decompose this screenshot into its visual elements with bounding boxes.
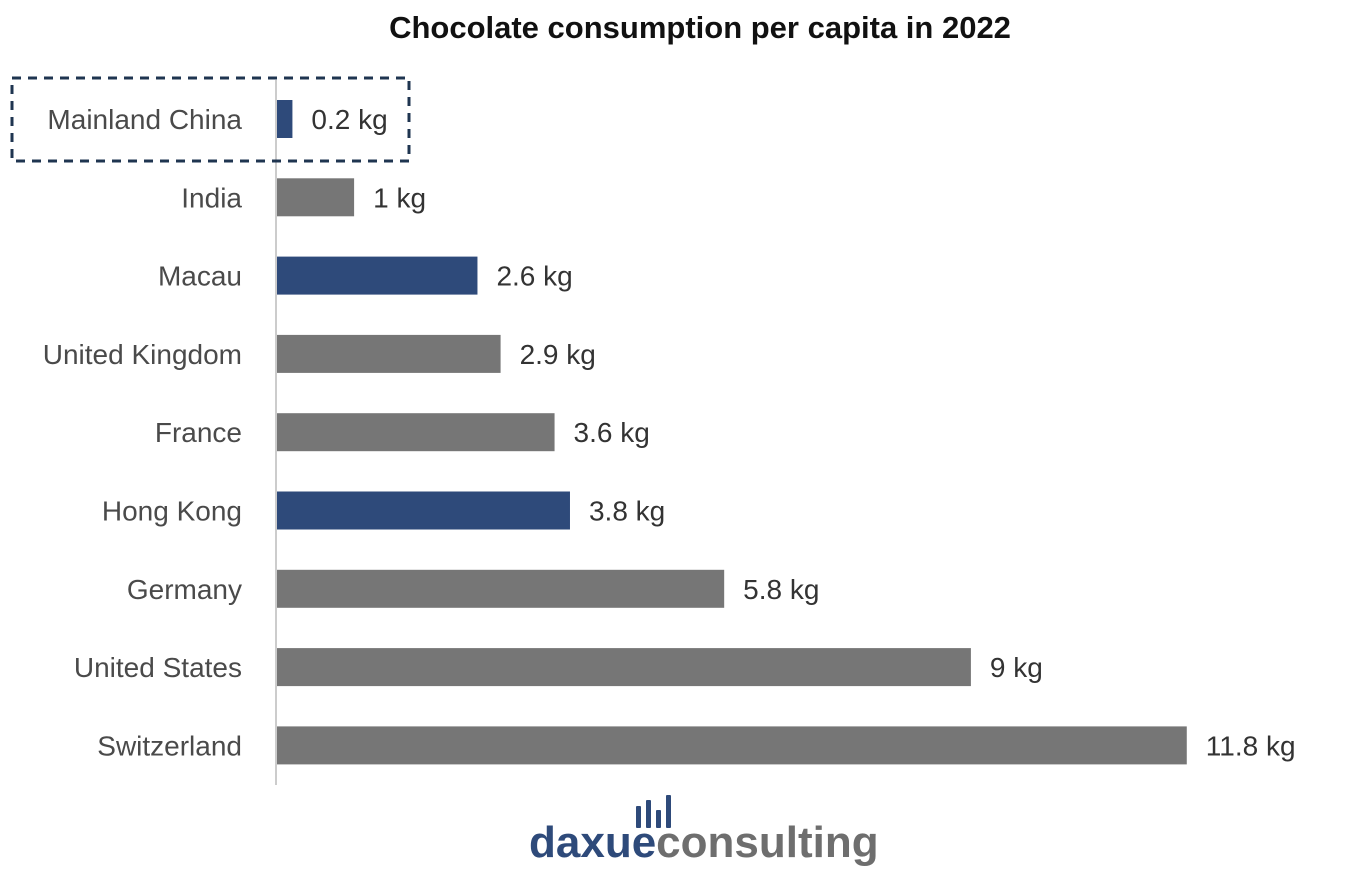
bar-switzerland [277,726,1187,765]
value-label: 3.8 kg [589,496,665,527]
bar-mainland-china [277,100,293,138]
category-label: France [155,417,242,448]
bar-india [277,178,355,217]
value-label: 5.8 kg [743,574,819,605]
highlight-box [10,76,411,163]
category-label: Macau [158,261,242,292]
category-label: Germany [127,574,242,605]
value-label: 3.6 kg [574,417,650,448]
bar-united-states [277,648,971,687]
logo: daxueconsulting [529,795,879,867]
value-label: 2.9 kg [520,339,596,370]
bar-germany [277,569,725,608]
category-label: Hong Kong [102,496,242,527]
bar-hong-kong [277,491,570,530]
logo-consulting: consulting [656,818,878,867]
category-label: India [181,182,242,213]
value-label: 0.2 kg [311,104,387,135]
bar-france [277,413,555,452]
value-label: 9 kg [990,652,1043,683]
value-label: 1 kg [373,182,426,213]
value-label: 11.8 kg [1206,730,1296,761]
bars-group [277,100,1187,765]
category-label: United Kingdom [43,339,242,370]
value-labels-group: 0.2 kg 1 kg 2.6 kg 2.9 kg 3.6 kg 3.8 kg 5.8 kg… [311,104,1295,761]
value-label: 2.6 kg [496,261,572,292]
category-label: Mainland China [47,104,242,135]
svg-text:daxueconsulting: daxueconsulting [529,818,879,867]
chart-title: Chocolate consumption per capita in 2022 [389,10,1011,45]
category-label: Switzerland [97,730,242,761]
bar-united-kingdom [277,334,501,373]
category-labels-group: Mainland China India Macau United Kingdom Fr… [43,104,243,761]
bar-macau [277,256,478,295]
category-label: United States [74,652,242,683]
bar-chart-icon [636,795,671,828]
logo-daxue: daxue [529,818,656,867]
